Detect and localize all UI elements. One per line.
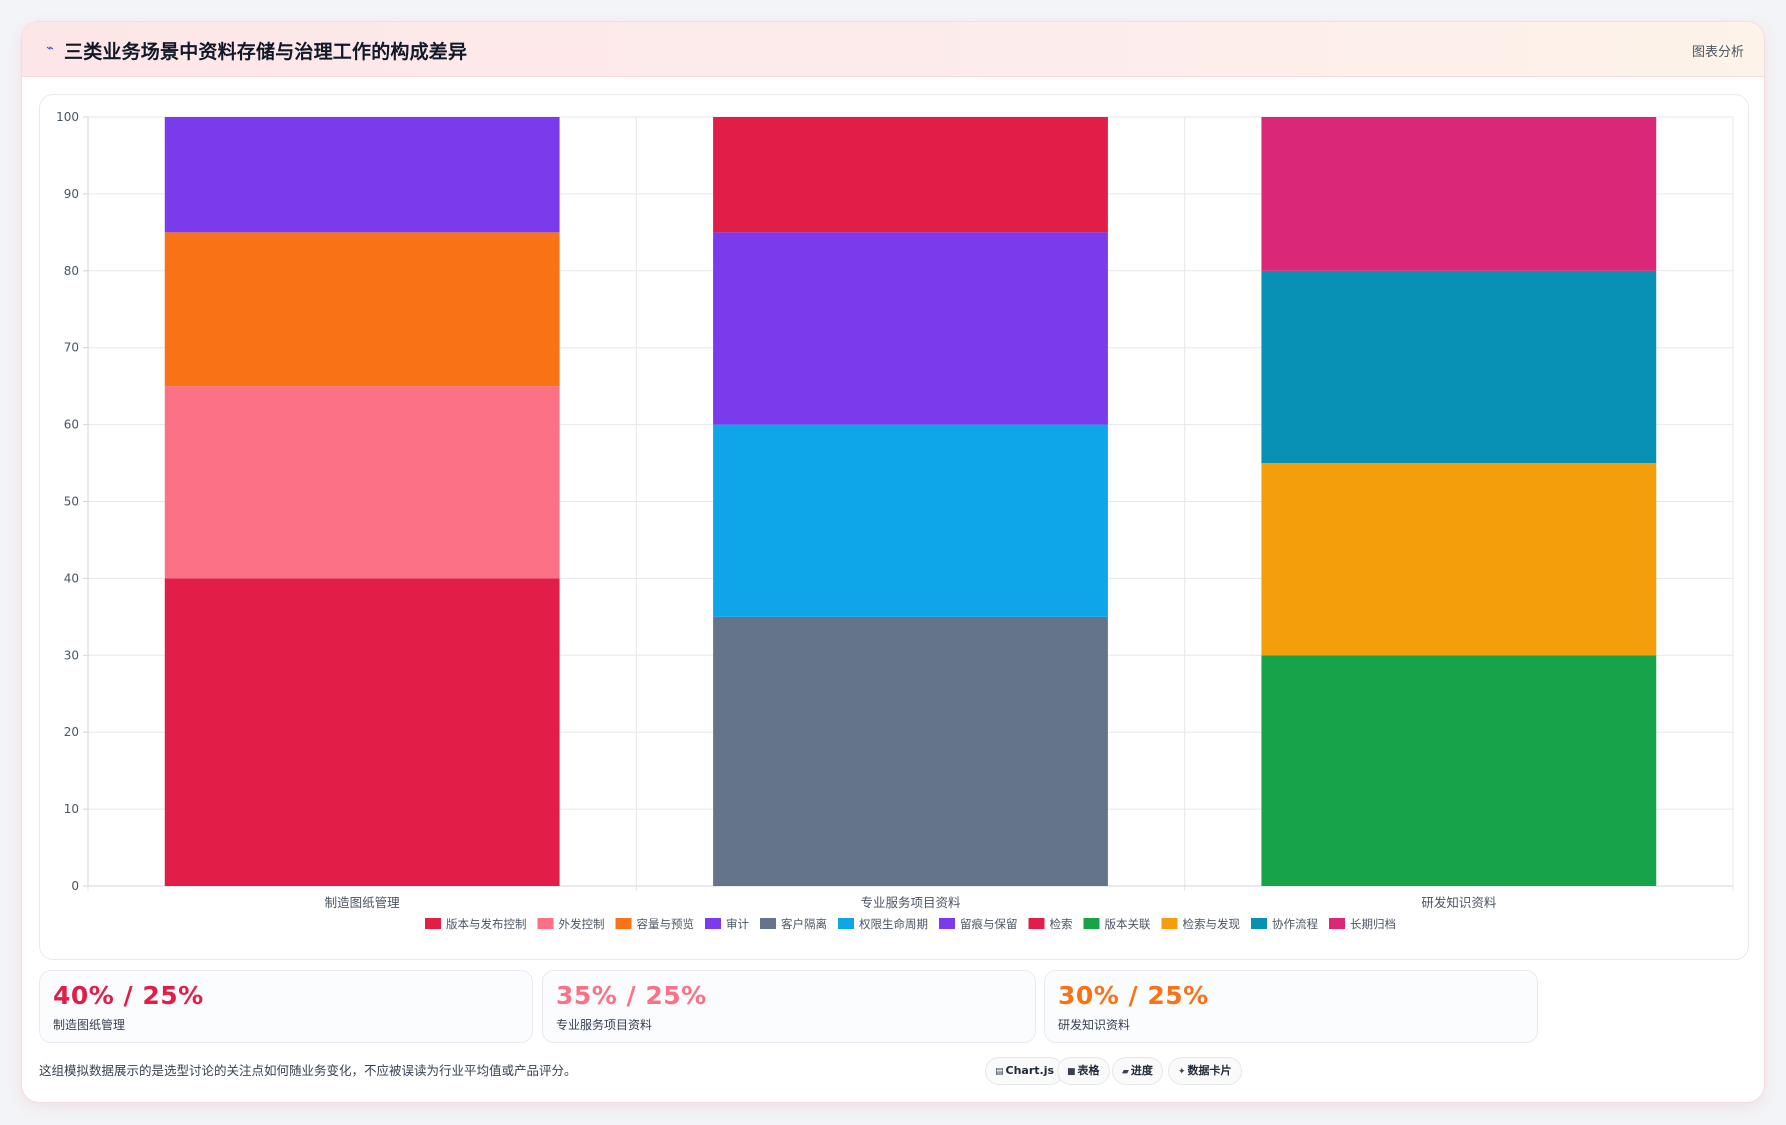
bar-segment (713, 232, 1108, 425)
bar-segment (1261, 270, 1657, 464)
stat-value: 40% / 25% (53, 981, 204, 1010)
chart-legend: 版本与发布控制 外发控制 容量与预览 审计 客户隔离 权限生命周期 留痕与保留 检索 版本关联 检… (425, 917, 1396, 931)
chart-panel: 0 10 20 30 40 50 60 70 80 90 100 制造图纸管理 专业服务项目资料 研发知识… (39, 94, 1749, 960)
stat-card-manufacturing: 40% / 25% 制造图纸管理 (39, 970, 533, 1043)
y-tick-label: 50 (64, 495, 79, 509)
legend-label: 版本与发布控制 (446, 917, 527, 931)
bar-segment (164, 386, 560, 579)
legend-label: 容量与预览 (637, 917, 695, 931)
chip-data-card[interactable]: ✦ 数据卡片 (1168, 1057, 1242, 1085)
legend-label: 检索 (1050, 917, 1073, 931)
legend-label: 留痕与保留 (960, 917, 1018, 931)
y-tick-label: 70 (64, 341, 79, 355)
legend-swatch (1028, 918, 1045, 929)
legend-label: 客户隔离 (781, 917, 827, 931)
legend-swatch (760, 918, 776, 929)
legend-label: 长期归档 (1350, 917, 1396, 931)
y-tick-label: 90 (64, 187, 79, 201)
chart-card: ⌁ 三类业务场景中资料存储与治理工作的构成差异 图表分析 0 10 20 30 40 50… (21, 21, 1765, 1103)
legend-label: 协作流程 (1272, 917, 1318, 931)
footnote: 这组模拟数据展示的是选型讨论的关注点如何随业务变化，不应被误读为行业平均值或产品… (39, 1063, 577, 1078)
x-tick-label: 制造图纸管理 (325, 895, 401, 910)
stat-label: 专业服务项目资料 (556, 1018, 653, 1032)
bar-segment (1261, 463, 1657, 656)
card-icon: ✦ (1178, 1067, 1186, 1077)
stat-card-professional-services: 35% / 25% 专业服务项目资料 (542, 970, 1036, 1043)
bar-segment (164, 232, 560, 387)
x-tick-label: 研发知识资料 (1421, 895, 1497, 910)
stat-label: 制造图纸管理 (53, 1018, 126, 1032)
legend-label: 外发控制 (559, 917, 605, 931)
progress-icon: ▰ (1122, 1067, 1129, 1077)
y-tick-label: 30 (64, 648, 79, 662)
chip-chartjs[interactable]: ▤ Chart.js (985, 1057, 1065, 1085)
legend-swatch (425, 918, 441, 929)
legend-swatch (1083, 918, 1100, 929)
stat-label: 研发知识资料 (1058, 1018, 1131, 1032)
bar-segment (713, 424, 1108, 617)
legend-label: 检索与发现 (1183, 917, 1241, 931)
legend-label: 权限生命周期 (859, 917, 928, 931)
wave-icon: ⌁ (46, 41, 54, 56)
y-tick-label: 10 (64, 802, 79, 816)
legend-label: 版本关联 (1105, 917, 1151, 931)
y-tick-label: 60 (64, 418, 79, 432)
legend-swatch (615, 918, 632, 929)
y-tick-label: 100 (56, 110, 79, 124)
legend-swatch (1251, 918, 1267, 929)
bar-segment (713, 117, 1108, 233)
chip-progress[interactable]: ▰ 进度 (1112, 1057, 1163, 1085)
bar-segment (164, 117, 560, 233)
table-icon: ■ (1067, 1067, 1076, 1077)
legend-swatch (939, 918, 955, 929)
card-header: ⌁ 三类业务场景中资料存储与治理工作的构成差异 图表分析 (22, 22, 1764, 77)
y-tick-label: 40 (64, 571, 79, 585)
legend-swatch (1161, 918, 1178, 929)
y-tick-label: 20 (64, 725, 79, 739)
legend-swatch (705, 918, 721, 929)
y-tick-label: 80 (64, 264, 79, 278)
legend-swatch (838, 918, 854, 929)
bar-segment (1261, 117, 1657, 271)
bar-segment (713, 616, 1108, 886)
chart-title: 三类业务场景中资料存储与治理工作的构成差异 (64, 41, 468, 63)
legend-swatch (1329, 918, 1345, 929)
bar-segment (1261, 655, 1657, 886)
legend-label: 审计 (726, 917, 749, 931)
y-tick-label: 0 (71, 879, 79, 893)
chart-analysis-link[interactable]: 图表分析 (1691, 45, 1744, 60)
stacked-bar-chart: 0 10 20 30 40 50 60 70 80 90 100 制造图纸管理 专业服务项目资料 研发知识… (56, 110, 1734, 931)
bar-segment (164, 578, 560, 886)
legend-swatch (537, 918, 554, 929)
chart-icon: ▤ (995, 1067, 1004, 1077)
stat-card-rnd-knowledge: 30% / 25% 研发知识资料 (1044, 970, 1538, 1043)
stat-value: 30% / 25% (1058, 981, 1209, 1010)
x-tick-label: 专业服务项目资料 (860, 895, 961, 910)
stat-value: 35% / 25% (556, 981, 707, 1010)
chip-table[interactable]: ■ 表格 (1057, 1057, 1110, 1085)
